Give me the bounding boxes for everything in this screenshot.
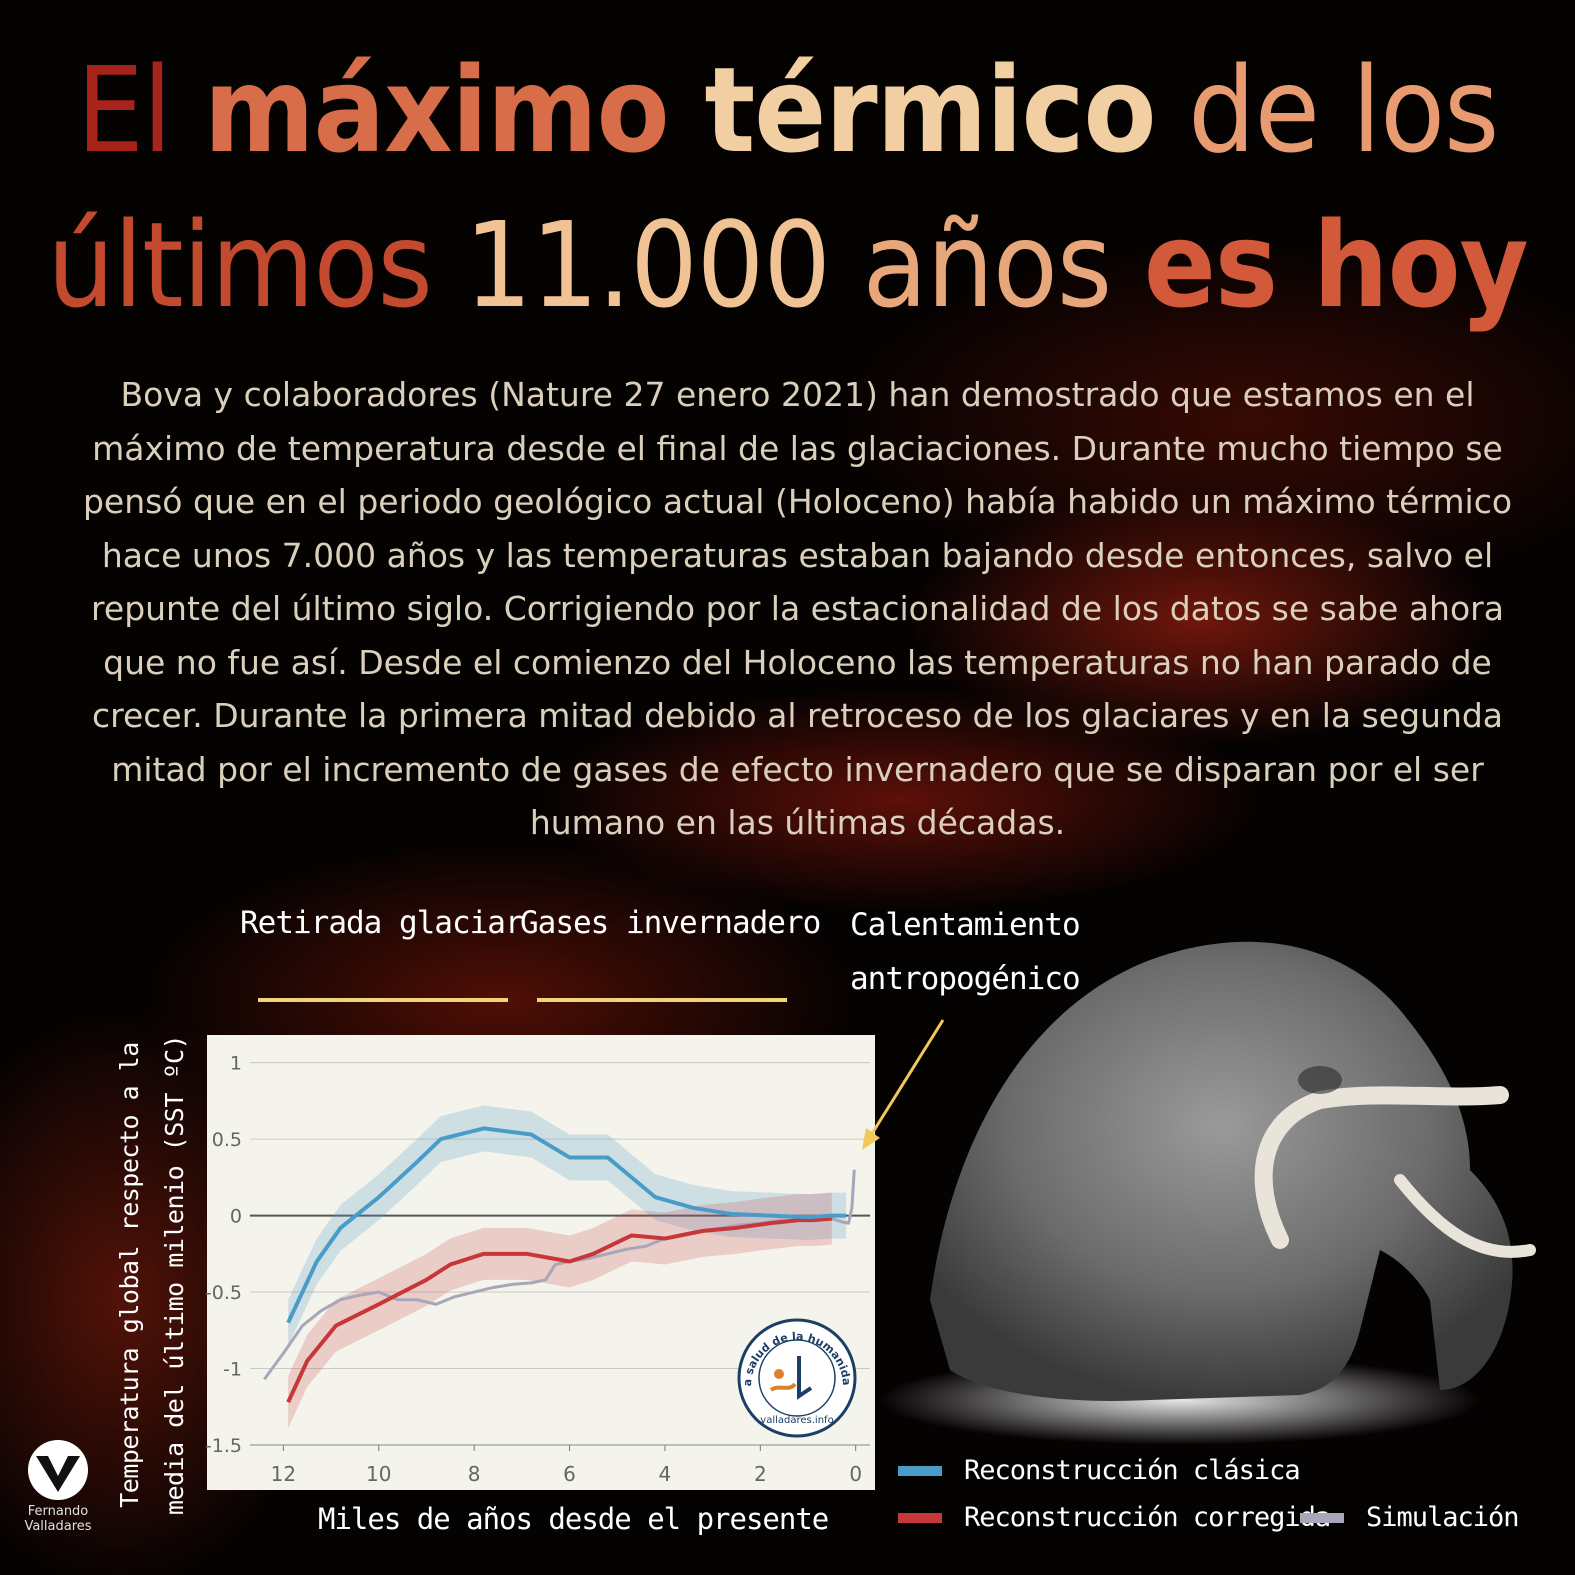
- badge-logo: La salud de la humanidad valladares.info: [737, 1318, 857, 1438]
- legend-label: Reconstrucción corregida: [964, 1502, 1331, 1533]
- chart-x-axis-label: Miles de años desde el presente: [318, 1502, 829, 1536]
- chart-x-tick-label: 2: [754, 1462, 767, 1486]
- author-name: Fernando: [27, 1504, 89, 1519]
- chart-series-lines: [263, 1126, 856, 1404]
- title-word-highlight: máximo: [203, 41, 705, 179]
- title-line-1: El máximo térmico de los: [0, 40, 1575, 180]
- legend-label: Simulación: [1366, 1502, 1520, 1533]
- annotation-line: antropogénico: [850, 961, 1081, 997]
- chart-y-tick-label: -1.5: [205, 1435, 242, 1457]
- legend-swatch: [898, 1512, 942, 1523]
- legend-item-corregida: Reconstrucción corregida: [898, 1502, 1331, 1533]
- chart-y-tick-label: 0: [230, 1206, 242, 1228]
- badge-url: valladares.info: [760, 1415, 833, 1426]
- author-signature: Fernando Valladares: [18, 1440, 98, 1534]
- chart-band-corregida: [288, 1192, 832, 1429]
- chart-x-tick-label: 12: [271, 1462, 296, 1486]
- annotation-anthropogenic-warming: Calentamiento antropogénico: [850, 898, 1081, 1006]
- mammoth-illustration: [880, 941, 1536, 1445]
- title-line-2: últimos 11.000 años es hoy: [0, 190, 1575, 340]
- author-logo-icon: [28, 1440, 88, 1500]
- chart-y-tick-label: -0.5: [205, 1282, 242, 1304]
- chart-x-tick-label: 4: [659, 1462, 672, 1486]
- title-word: 11.000: [464, 196, 831, 334]
- annotation-line: Calentamiento: [850, 907, 1081, 943]
- anthropogenic-arrow: [862, 1019, 945, 1150]
- chart-x-tick-label: 0: [849, 1462, 862, 1486]
- legend-item-simulacion: Simulación: [1300, 1502, 1520, 1533]
- chart-x-tick-label: 6: [563, 1462, 576, 1486]
- greenhouse-bracket: [537, 998, 787, 1002]
- chart-line-corregida: [286, 1216, 833, 1404]
- legend-label: Reconstrucción clásica: [964, 1455, 1301, 1486]
- title-word-highlight: es hoy: [1143, 196, 1529, 334]
- chart-tick-labels: 1 0.5 0 -0.5 -1 -1.5 12 10 8 6 4 2 0: [205, 1053, 862, 1486]
- chart-band-clasica: [288, 1105, 847, 1346]
- author-name: Valladares: [24, 1519, 92, 1534]
- chart-y-tick-label: 0.5: [212, 1129, 242, 1151]
- chart-line-clasica: [286, 1126, 847, 1324]
- title-word-highlight: térmico: [704, 41, 1156, 179]
- legend-item-clasica: Reconstrucción clásica: [898, 1455, 1301, 1486]
- annotation-greenhouse-gases: Gases invernadero: [520, 905, 821, 941]
- glacial-retreat-bracket: [258, 998, 508, 1002]
- chart-y-axis-label: Temperatura global respecto a la media d…: [115, 1034, 189, 1516]
- title-word: de los: [1155, 41, 1499, 179]
- annotation-glacial-retreat: Retirada glaciar: [240, 905, 524, 941]
- legend-swatch: [1300, 1512, 1344, 1523]
- description-paragraph: Bova y colaboradores (Nature 27 enero 20…: [82, 375, 1513, 842]
- legend-swatch: [898, 1465, 942, 1476]
- chart-y-tick-label: -1: [223, 1359, 242, 1381]
- chart-uncertainty-bands: [288, 1105, 847, 1429]
- chart-y-tick-label: 1: [230, 1053, 242, 1075]
- chart-x-tick-label: 10: [366, 1462, 391, 1486]
- chart-x-tick-label: 8: [468, 1462, 481, 1486]
- title-word: El: [76, 41, 204, 179]
- title-word: últimos: [47, 196, 465, 334]
- title-word: años: [829, 196, 1144, 334]
